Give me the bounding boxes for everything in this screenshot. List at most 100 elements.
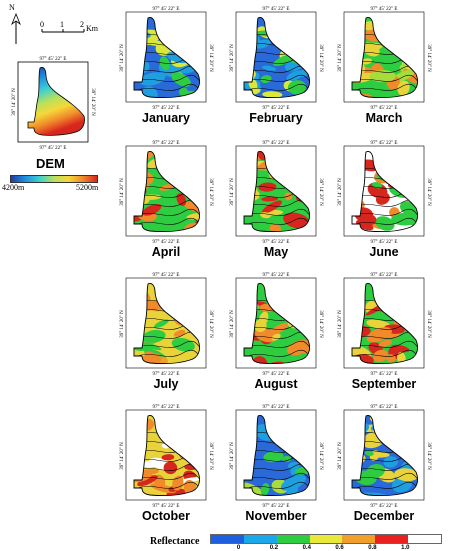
lat-label-left: 39° 14′ 20″ N: [338, 178, 343, 206]
legend-tick-label: 0.2: [269, 545, 279, 551]
month-map-january: 97° 45′ 22″ E 97° 45′ 22″ E 39° 14′ 20″ N 3…: [120, 7, 213, 111]
lon-label-bottom: 97° 45′ 22″ E: [371, 240, 398, 245]
scale-tick-2: 2: [80, 20, 84, 29]
month-label-april: April: [151, 245, 181, 259]
north-label: N: [9, 3, 15, 12]
lat-label-right: 39° 14′ 20″ N: [426, 44, 431, 72]
lat-label-left: 39° 14′ 20″ N: [338, 310, 343, 338]
scale-tick-1: 1: [60, 20, 64, 29]
north-arrow-icon: N: [9, 3, 21, 44]
lat-label-right: 39° 14′ 20″ N: [318, 310, 323, 338]
dem-title: DEM: [36, 156, 65, 171]
lat-label-right: 39° 14′ 20″ N: [208, 178, 213, 206]
legend-tick-label: 0.4: [302, 545, 311, 551]
month-map-may: 97° 45′ 22″ E 97° 45′ 22″ E 39° 14′ 20″ N 3…: [230, 141, 323, 245]
north-arrow: N: [6, 2, 26, 46]
month-label-november: November: [245, 509, 307, 523]
dem-panel: 97° 45′ 22″ E 97° 45′ 22″ E 39° 14′ 20″ …: [6, 54, 102, 154]
legend-tick-label: 0.6: [335, 545, 344, 551]
lat-label-right: 39° 14′ 20″ N: [318, 44, 323, 72]
legend-tick-label: 0: [236, 545, 241, 551]
lat-label-left: 39° 14′ 20″ N: [120, 310, 125, 338]
lat-label-left: 39° 14′ 20″ N: [230, 178, 235, 206]
legend-title: Reflectance: [150, 536, 200, 547]
lat-label-left: 39° 14′ 20″ N: [230, 310, 235, 338]
lat-label-right: 39° 14′ 20″ N: [318, 178, 323, 206]
lon-label-bottom: 97° 45′ 22″ E: [263, 504, 290, 509]
month-map-november: 97° 45′ 22″ E 97° 45′ 22″ E 39° 14′ 20″ N 3…: [230, 405, 323, 509]
month-map-july: 97° 45′ 22″ E 97° 45′ 22″ E 39° 14′ 20″ N 3…: [120, 273, 213, 377]
legend-tick-label: 0.8: [368, 545, 377, 551]
dem-max-label: 5200m: [76, 183, 99, 192]
lon-label-top: 97° 45′ 22″ E: [263, 273, 290, 278]
dem-colorbar: [10, 175, 98, 183]
scale-unit: Km: [86, 24, 99, 33]
lon-label-bottom: 97° 45′ 22″ E: [153, 504, 180, 509]
legend-swatch: [375, 535, 409, 543]
month-map-december: 97° 45′ 22″ E 97° 45′ 22″ E 39° 14′ 20″ N 3…: [338, 405, 431, 509]
month-label-march: March: [365, 111, 403, 125]
dem-lat-right: 39° 14′ 20″ N: [90, 88, 95, 116]
month-map-february: 97° 45′ 22″ E 97° 45′ 22″ E 39° 14′ 20″ N 3…: [230, 7, 323, 111]
month-label-october: October: [142, 509, 190, 523]
dem-lon-bottom: 97° 45′ 22″ E: [40, 146, 67, 151]
month-map-june: 97° 45′ 22″ E 97° 45′ 22″ E 39° 14′ 20″ N 3…: [338, 141, 431, 245]
lon-label-bottom: 97° 45′ 22″ E: [371, 504, 398, 509]
lat-label-right: 39° 14′ 20″ N: [426, 442, 431, 470]
lat-label-left: 39° 14′ 20″ N: [230, 44, 235, 72]
lon-label-bottom: 97° 45′ 22″ E: [371, 106, 398, 111]
lat-label-right: 39° 14′ 20″ N: [426, 178, 431, 206]
dem-glacier-shape: [27, 67, 85, 136]
lon-label-top: 97° 45′ 22″ E: [263, 7, 290, 12]
lon-label-bottom: 97° 45′ 22″ E: [153, 240, 180, 245]
month-map-october: 97° 45′ 22″ E 97° 45′ 22″ E 39° 14′ 20″ N 3…: [120, 405, 213, 509]
scale-bar: 0 1 2 Km: [30, 18, 110, 38]
month-label-july: July: [153, 377, 179, 391]
lat-label-right: 39° 14′ 20″ N: [426, 310, 431, 338]
lat-label-right: 39° 14′ 20″ N: [208, 310, 213, 338]
month-label-may: May: [263, 245, 289, 259]
lat-label-left: 39° 14′ 20″ N: [230, 442, 235, 470]
lon-label-bottom: 97° 45′ 22″ E: [263, 372, 290, 377]
lat-label-right: 39° 14′ 20″ N: [318, 442, 323, 470]
month-label-september: September: [351, 377, 417, 391]
scale-tick-0: 0: [40, 20, 44, 29]
lat-label-right: 39° 14′ 20″ N: [208, 44, 213, 72]
lat-label-left: 39° 14′ 20″ N: [338, 442, 343, 470]
lon-label-top: 97° 45′ 22″ E: [153, 273, 180, 278]
month-label-february: February: [249, 111, 303, 125]
legend-swatch: [342, 535, 376, 543]
lon-label-top: 97° 45′ 22″ E: [263, 405, 290, 410]
lon-label-bottom: 97° 45′ 22″ E: [263, 106, 290, 111]
lon-label-top: 97° 45′ 22″ E: [371, 273, 398, 278]
month-map-august: 97° 45′ 22″ E 97° 45′ 22″ E 39° 14′ 20″ N 3…: [230, 273, 323, 377]
month-label-january: January: [142, 111, 190, 125]
lat-label-right: 39° 14′ 20″ N: [208, 442, 213, 470]
lon-label-top: 97° 45′ 22″ E: [371, 405, 398, 410]
lon-label-bottom: 97° 45′ 22″ E: [153, 106, 180, 111]
month-map-september: 97° 45′ 22″ E 97° 45′ 22″ E 39° 14′ 20″ N 3…: [338, 273, 431, 377]
month-map-april: 97° 45′ 22″ E 97° 45′ 22″ E 39° 14′ 20″ N 3…: [120, 141, 213, 245]
lon-label-top: 97° 45′ 22″ E: [263, 141, 290, 146]
lon-label-top: 97° 45′ 22″ E: [153, 7, 180, 12]
legend-swatch: [309, 535, 343, 543]
legend-tick-label: 1.0: [401, 545, 410, 551]
legend-swatch: [276, 535, 310, 543]
dem-map: 97° 45′ 22″ E 97° 45′ 22″ E 39° 14′ 20″ …: [12, 57, 95, 151]
lat-label-left: 39° 14′ 20″ N: [120, 44, 125, 72]
lon-label-bottom: 97° 45′ 22″ E: [153, 372, 180, 377]
dem-lon-top: 97° 45′ 22″ E: [40, 57, 67, 62]
lon-label-top: 97° 45′ 22″ E: [153, 405, 180, 410]
lat-label-left: 39° 14′ 20″ N: [120, 178, 125, 206]
lon-label-top: 97° 45′ 22″ E: [371, 7, 398, 12]
lon-label-bottom: 97° 45′ 22″ E: [263, 240, 290, 245]
month-label-august: August: [254, 377, 298, 391]
month-label-june: June: [369, 245, 399, 259]
lon-label-top: 97° 45′ 22″ E: [153, 141, 180, 146]
month-label-december: December: [353, 509, 415, 523]
month-map-march: 97° 45′ 22″ E 97° 45′ 22″ E 39° 14′ 20″ N 3…: [338, 7, 431, 111]
lon-label-bottom: 97° 45′ 22″ E: [371, 372, 398, 377]
dem-lat-left: 39° 14′ 20″ N: [12, 88, 17, 116]
legend-swatch: [408, 535, 442, 543]
lat-label-left: 39° 14′ 20″ N: [120, 442, 125, 470]
